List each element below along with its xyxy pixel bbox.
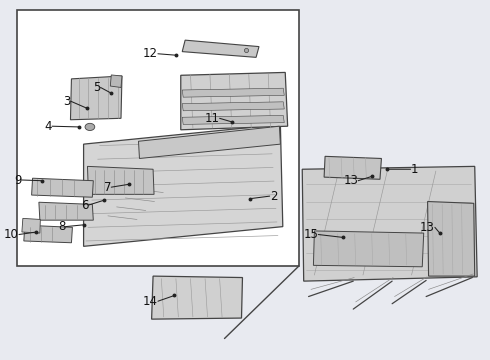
Text: 12: 12 (143, 47, 158, 60)
Text: 11: 11 (205, 112, 220, 125)
Polygon shape (314, 231, 424, 267)
Text: 10: 10 (4, 228, 19, 241)
Polygon shape (181, 72, 288, 130)
Polygon shape (151, 276, 243, 319)
Polygon shape (428, 202, 475, 276)
Polygon shape (302, 166, 477, 281)
Polygon shape (31, 178, 93, 197)
Text: 6: 6 (81, 199, 89, 212)
Text: 13: 13 (343, 174, 358, 187)
Polygon shape (110, 75, 122, 87)
Circle shape (85, 123, 95, 131)
Polygon shape (39, 202, 93, 220)
Text: 8: 8 (58, 220, 66, 233)
Text: 9: 9 (14, 174, 22, 186)
Polygon shape (22, 219, 40, 233)
Polygon shape (182, 88, 284, 97)
Polygon shape (182, 102, 284, 111)
Polygon shape (324, 156, 381, 179)
Text: 4: 4 (45, 120, 52, 133)
Polygon shape (84, 125, 283, 246)
Text: 1: 1 (411, 163, 418, 176)
Polygon shape (182, 40, 259, 57)
Text: 14: 14 (143, 295, 158, 308)
Polygon shape (71, 76, 122, 120)
Text: 3: 3 (63, 95, 71, 108)
Polygon shape (24, 225, 73, 243)
Text: 5: 5 (93, 81, 100, 94)
Text: 13: 13 (420, 221, 435, 234)
Text: 7: 7 (104, 181, 111, 194)
Polygon shape (139, 126, 280, 158)
Text: 2: 2 (270, 190, 277, 203)
Polygon shape (88, 166, 154, 194)
Text: 15: 15 (303, 228, 318, 241)
FancyBboxPatch shape (17, 10, 299, 266)
Polygon shape (182, 116, 284, 125)
